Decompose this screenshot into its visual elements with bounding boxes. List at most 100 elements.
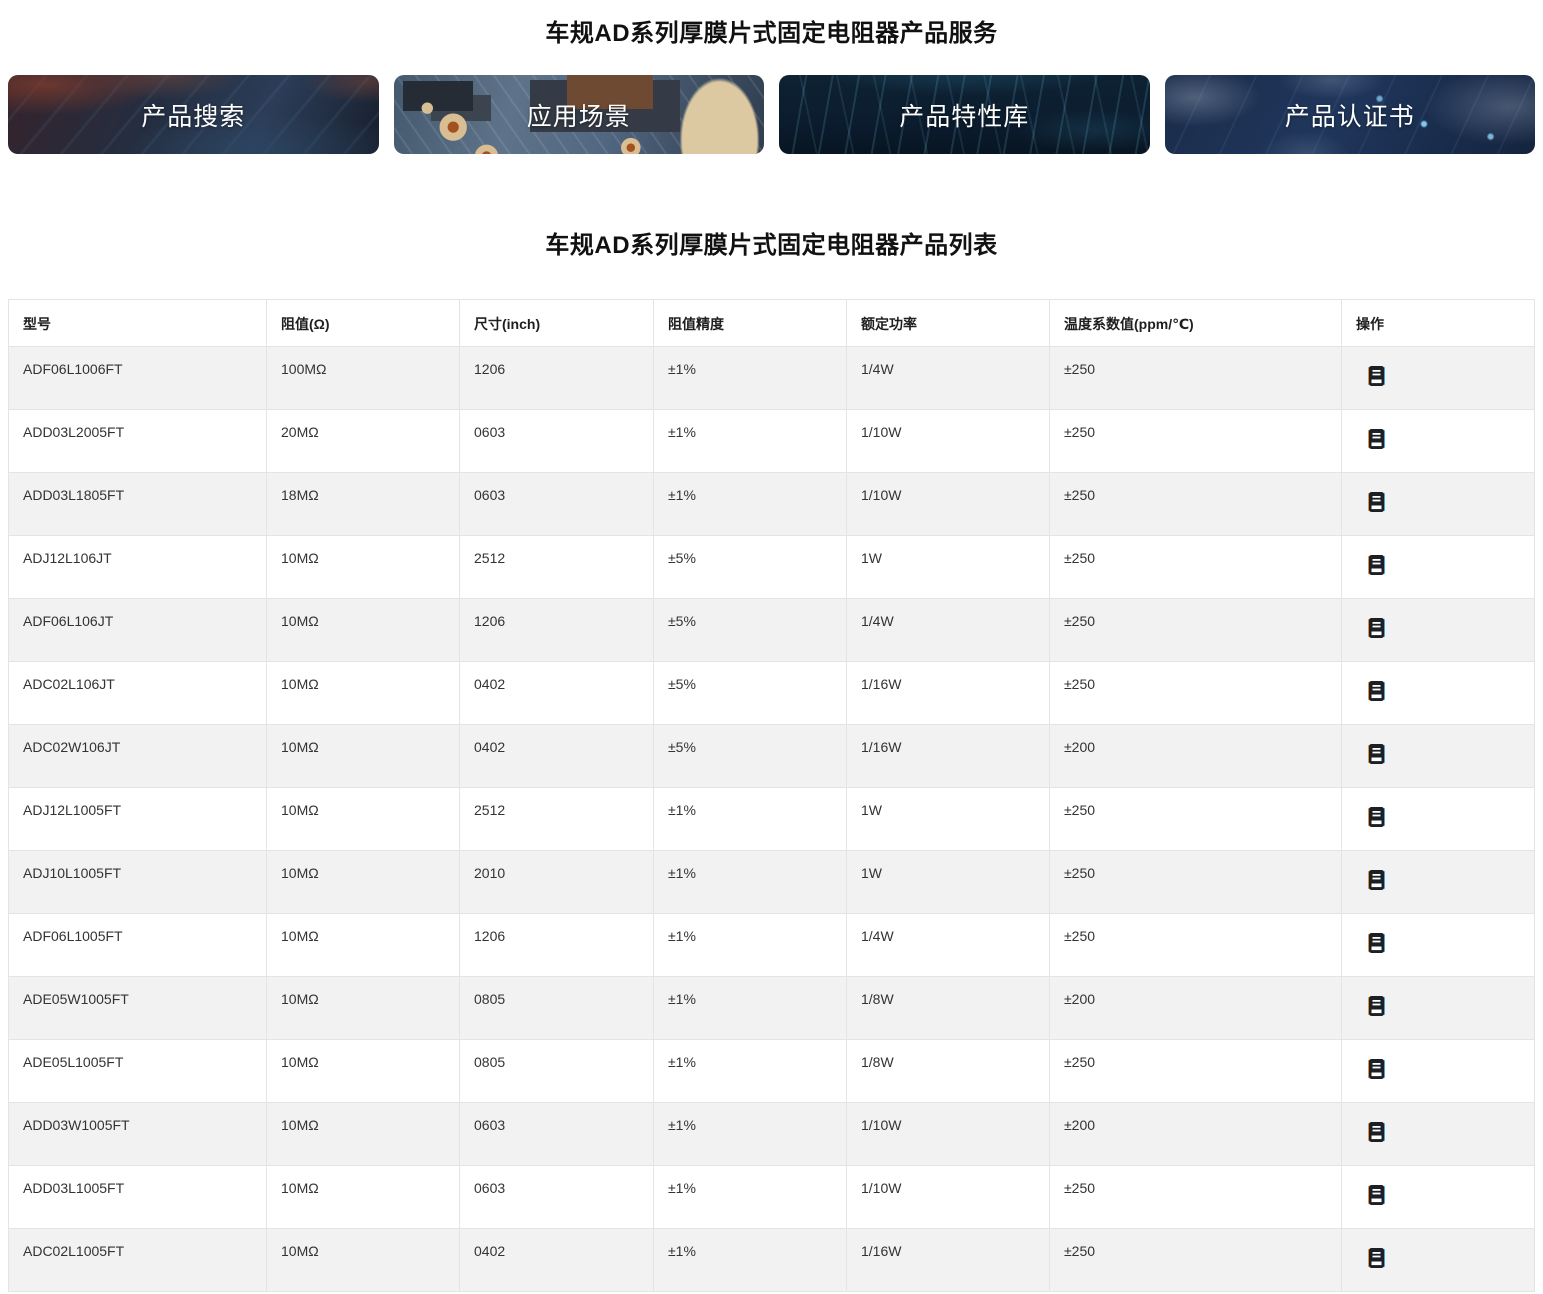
cell-resistance: 10MΩ (266, 1165, 460, 1229)
cell-tolerance: ±1% (653, 787, 847, 851)
cell-tolerance: ±1% (653, 472, 847, 536)
view-detail-button[interactable] (1368, 618, 1385, 638)
nav-card-product-characteristics[interactable]: 产品特性库 (779, 75, 1150, 154)
cell-model: ADF06L1006FT (8, 346, 267, 410)
column-header-model: 型号 (8, 299, 267, 347)
cell-size: 0402 (459, 1228, 654, 1292)
circuit-board-image (8, 75, 379, 154)
table-row: ADF06L1005FT 10MΩ 1206 ±1% 1/4W ±250 (8, 913, 1535, 977)
cell-tolerance: ±1% (653, 1228, 847, 1292)
table-row: ADD03W1005FT 10MΩ 0603 ±1% 1/10W ±200 (8, 1102, 1535, 1166)
table-header-row: 型号 阻值(Ω) 尺寸(inch) 阻值精度 额定功率 温度系数值(ppm/℃)… (8, 299, 1535, 347)
cell-resistance: 18MΩ (266, 472, 460, 536)
view-detail-button[interactable] (1368, 933, 1385, 953)
cell-size: 2512 (459, 787, 654, 851)
cell-temp-coefficient: ±250 (1049, 472, 1342, 536)
view-detail-button[interactable] (1368, 807, 1385, 827)
cell-temp-coefficient: ±200 (1049, 1102, 1342, 1166)
cell-rated-power: 1W (846, 787, 1050, 851)
cell-resistance: 10MΩ (266, 724, 460, 788)
data-streaks-image (779, 75, 1150, 154)
view-detail-button[interactable] (1368, 492, 1385, 512)
notebook-icon (1368, 429, 1385, 449)
cell-model: ADJ12L106JT (8, 535, 267, 599)
column-header-resistance: 阻值(Ω) (266, 299, 460, 347)
cell-tolerance: ±1% (653, 850, 847, 914)
view-detail-button[interactable] (1368, 681, 1385, 701)
cell-size: 1206 (459, 598, 654, 662)
notebook-icon (1368, 933, 1385, 953)
cell-rated-power: 1/10W (846, 409, 1050, 473)
nav-card-row: 产品搜索 应用场景 产品特性库 产品认证书 (8, 75, 1535, 154)
cell-model: ADD03L1805FT (8, 472, 267, 536)
cell-temp-coefficient: ±200 (1049, 976, 1342, 1040)
cell-actions (1341, 1228, 1535, 1292)
view-detail-button[interactable] (1368, 996, 1385, 1016)
cell-rated-power: 1W (846, 850, 1050, 914)
cell-tolerance: ±5% (653, 724, 847, 788)
notebook-icon (1368, 870, 1385, 890)
table-row: ADD03L1805FT 18MΩ 0603 ±1% 1/10W ±250 (8, 472, 1535, 536)
cell-model: ADJ12L1005FT (8, 787, 267, 851)
cell-rated-power: 1/4W (846, 913, 1050, 977)
cell-temp-coefficient: ±250 (1049, 535, 1342, 599)
view-detail-button[interactable] (1368, 1248, 1385, 1268)
cell-temp-coefficient: ±250 (1049, 409, 1342, 473)
cell-actions (1341, 1165, 1535, 1229)
cell-tolerance: ±1% (653, 1165, 847, 1229)
cell-actions (1341, 1039, 1535, 1103)
cell-rated-power: 1W (846, 535, 1050, 599)
cell-temp-coefficient: ±200 (1049, 724, 1342, 788)
cell-model: ADF06L106JT (8, 598, 267, 662)
cell-tolerance: ±1% (653, 346, 847, 410)
cell-resistance: 10MΩ (266, 787, 460, 851)
notebook-icon (1368, 492, 1385, 512)
page-title: 车规AD系列厚膜片式固定电阻器产品服务 (545, 20, 998, 47)
cell-size: 2010 (459, 850, 654, 914)
column-header-rated-power: 额定功率 (846, 299, 1050, 347)
view-detail-button[interactable] (1368, 744, 1385, 764)
notebook-icon (1368, 807, 1385, 827)
nav-card-application-scenarios[interactable]: 应用场景 (393, 75, 764, 154)
cell-temp-coefficient: ±250 (1049, 913, 1342, 977)
cell-resistance: 10MΩ (266, 913, 460, 977)
cell-actions (1341, 472, 1535, 536)
cell-actions (1341, 913, 1535, 977)
cell-rated-power: 1/10W (846, 1165, 1050, 1229)
cell-actions (1341, 535, 1535, 599)
product-list-title: 车规AD系列厚膜片式固定电阻器产品列表 (545, 232, 998, 259)
view-detail-button[interactable] (1368, 366, 1385, 386)
cell-temp-coefficient: ±250 (1049, 598, 1342, 662)
table-row: ADC02L106JT 10MΩ 0402 ±5% 1/16W ±250 (8, 661, 1535, 725)
view-detail-button[interactable] (1368, 1059, 1385, 1079)
cell-actions (1341, 976, 1535, 1040)
notebook-icon (1368, 1248, 1385, 1268)
cell-size: 0603 (459, 1165, 654, 1229)
table-row: ADE05L1005FT 10MΩ 0805 ±1% 1/8W ±250 (8, 1039, 1535, 1103)
notebook-icon (1368, 618, 1385, 638)
nav-card-product-search[interactable]: 产品搜索 (8, 75, 379, 154)
cell-resistance: 10MΩ (266, 976, 460, 1040)
view-detail-button[interactable] (1368, 555, 1385, 575)
nav-card-product-certificates[interactable]: 产品认证书 (1164, 75, 1535, 154)
view-detail-button[interactable] (1368, 1185, 1385, 1205)
cell-rated-power: 1/4W (846, 346, 1050, 410)
view-detail-button[interactable] (1368, 429, 1385, 449)
cell-size: 0805 (459, 1039, 654, 1103)
cell-model: ADE05W1005FT (8, 976, 267, 1040)
notebook-icon (1368, 744, 1385, 764)
cell-temp-coefficient: ±250 (1049, 1165, 1342, 1229)
cell-tolerance: ±1% (653, 1102, 847, 1166)
cell-size: 2512 (459, 535, 654, 599)
table-row: ADJ12L1005FT 10MΩ 2512 ±1% 1W ±250 (8, 787, 1535, 851)
view-detail-button[interactable] (1368, 1122, 1385, 1142)
cell-resistance: 10MΩ (266, 1102, 460, 1166)
cell-tolerance: ±5% (653, 535, 847, 599)
view-detail-button[interactable] (1368, 870, 1385, 890)
cell-resistance: 10MΩ (266, 598, 460, 662)
notebook-icon (1368, 555, 1385, 575)
cell-temp-coefficient: ±250 (1049, 661, 1342, 725)
cell-rated-power: 1/16W (846, 1228, 1050, 1292)
cell-actions (1341, 787, 1535, 851)
table-row: ADC02L1005FT 10MΩ 0402 ±1% 1/16W ±250 (8, 1228, 1535, 1292)
